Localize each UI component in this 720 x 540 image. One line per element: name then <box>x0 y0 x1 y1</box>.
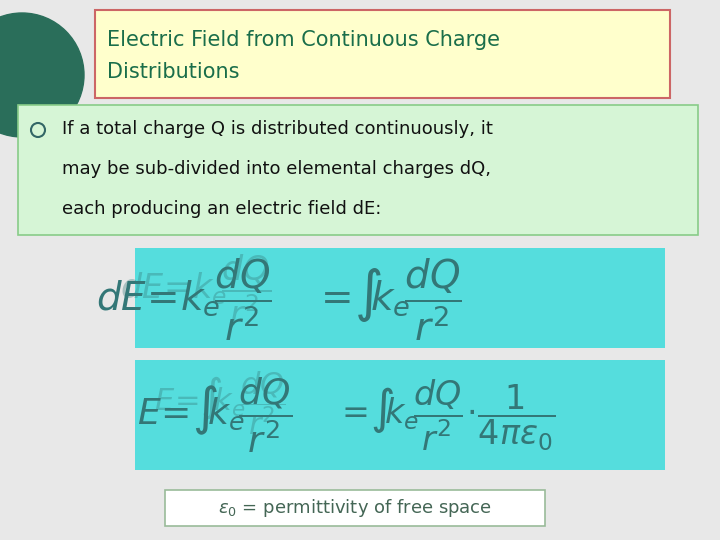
Text: may be sub-divided into elemental charges dQ,: may be sub-divided into elemental charge… <box>62 160 491 178</box>
Text: $=\!\int\!\!k_e\!\dfrac{dQ}{r^2}$: $=\!\int\!\!k_e\!\dfrac{dQ}{r^2}$ <box>313 256 462 343</box>
Text: $\varepsilon_0$ = permittivity of free space: $\varepsilon_0$ = permittivity of free s… <box>218 497 492 519</box>
FancyBboxPatch shape <box>135 360 665 470</box>
FancyBboxPatch shape <box>18 105 698 235</box>
Text: $E\!=\!\int\!\!k_e\!\dfrac{dQ}{r^2}$: $E\!=\!\int\!\!k_e\!\dfrac{dQ}{r^2}$ <box>154 369 286 437</box>
Text: $E\!=\!\int\!\!k_e\!\dfrac{dQ}{r^2}$: $E\!=\!\int\!\!k_e\!\dfrac{dQ}{r^2}$ <box>138 375 292 455</box>
FancyBboxPatch shape <box>165 490 545 526</box>
Circle shape <box>0 13 84 137</box>
Text: If a total charge Q is distributed continuously, it: If a total charge Q is distributed conti… <box>62 120 493 138</box>
Text: each producing an electric field dE:: each producing an electric field dE: <box>62 200 382 218</box>
FancyBboxPatch shape <box>95 10 670 98</box>
FancyBboxPatch shape <box>135 248 665 348</box>
Text: Electric Field from Continuous Charge: Electric Field from Continuous Charge <box>107 30 500 50</box>
Text: $dE\!=\!k_e\!\dfrac{dQ}{r^2}$: $dE\!=\!k_e\!\dfrac{dQ}{r^2}$ <box>120 252 271 328</box>
Text: Distributions: Distributions <box>107 62 240 82</box>
Text: $=\!\int\!\!k_e\!\dfrac{dQ}{r^2}\!\cdot\!\dfrac{1}{4\pi\varepsilon_0}$: $=\!\int\!\!k_e\!\dfrac{dQ}{r^2}\!\cdot\… <box>335 377 555 453</box>
Text: $dE\!=\!k_e\!\dfrac{dQ}{r^2}$: $dE\!=\!k_e\!\dfrac{dQ}{r^2}$ <box>96 256 271 343</box>
